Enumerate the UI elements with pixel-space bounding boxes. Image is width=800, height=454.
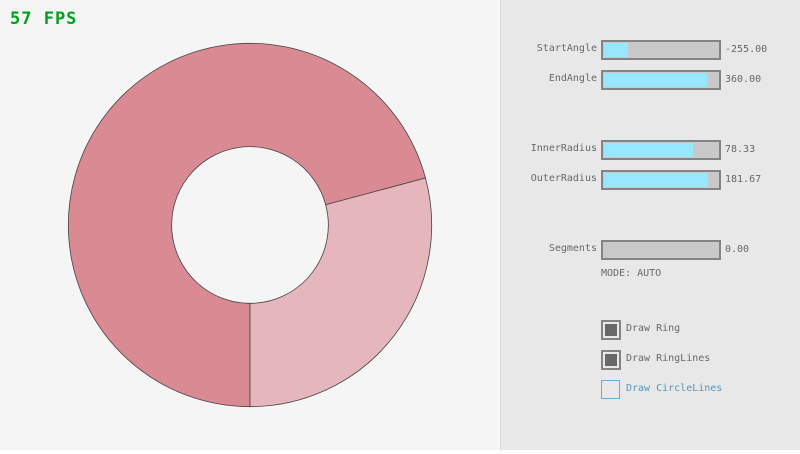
start-angle-row: StartAngle -255.00 <box>501 40 800 60</box>
inner-radius-slider[interactable] <box>601 140 721 160</box>
check-mark-icon <box>605 324 617 336</box>
end-angle-value: 360.00 <box>725 74 762 85</box>
end-angle-label: EndAngle <box>548 73 597 84</box>
fps-counter: 57 FPS <box>10 9 78 29</box>
inner-radius-label: InnerRadius <box>530 143 597 154</box>
end-angle-slider[interactable] <box>601 70 721 90</box>
draw-ringlines-checkbox[interactable]: Draw RingLines <box>601 350 800 370</box>
ring-canvas: 57 FPS <box>10 9 433 408</box>
ring-segment <box>249 177 433 408</box>
checkbox-box[interactable] <box>601 380 620 399</box>
outer-radius-label: OuterRadius <box>530 173 597 184</box>
start-angle-slider[interactable] <box>601 40 721 60</box>
draw-ring-checkbox[interactable]: Draw Ring <box>601 320 800 340</box>
draw-circlelines-checkbox[interactable]: Draw CircleLines <box>601 380 800 400</box>
inner-radius-value: 78.33 <box>725 144 756 155</box>
draw-circlelines-label: Draw CircleLines <box>626 383 723 394</box>
mode-label: MODE: AUTO <box>601 268 662 279</box>
inner-radius-row: InnerRadius 78.33 <box>501 140 800 160</box>
segments-label: Segments <box>548 243 597 254</box>
ring-segment <box>67 42 426 408</box>
ring-drawing <box>67 42 433 408</box>
draw-ring-label: Draw Ring <box>626 323 681 334</box>
slider-fill <box>604 173 708 187</box>
check-mark-icon <box>605 354 617 366</box>
end-angle-row: EndAngle 360.00 <box>501 70 800 90</box>
slider-fill <box>604 73 707 87</box>
draw-ringlines-label: Draw RingLines <box>626 353 711 364</box>
outer-radius-slider[interactable] <box>601 170 721 190</box>
outer-radius-row: OuterRadius 181.67 <box>501 170 800 190</box>
start-angle-label: StartAngle <box>536 43 597 54</box>
segments-value: 0.00 <box>725 244 750 255</box>
slider-fill <box>604 143 693 157</box>
control-panel: StartAngle -255.00 EndAngle 360.00 Inner… <box>500 0 800 450</box>
outer-radius-value: 181.67 <box>725 174 762 185</box>
slider-fill <box>604 43 628 57</box>
segments-row: Segments 0.00 <box>501 240 800 260</box>
start-angle-value: -255.00 <box>725 44 768 55</box>
segments-slider[interactable] <box>601 240 721 260</box>
checkbox-box[interactable] <box>601 320 621 340</box>
checkbox-box[interactable] <box>601 350 621 370</box>
